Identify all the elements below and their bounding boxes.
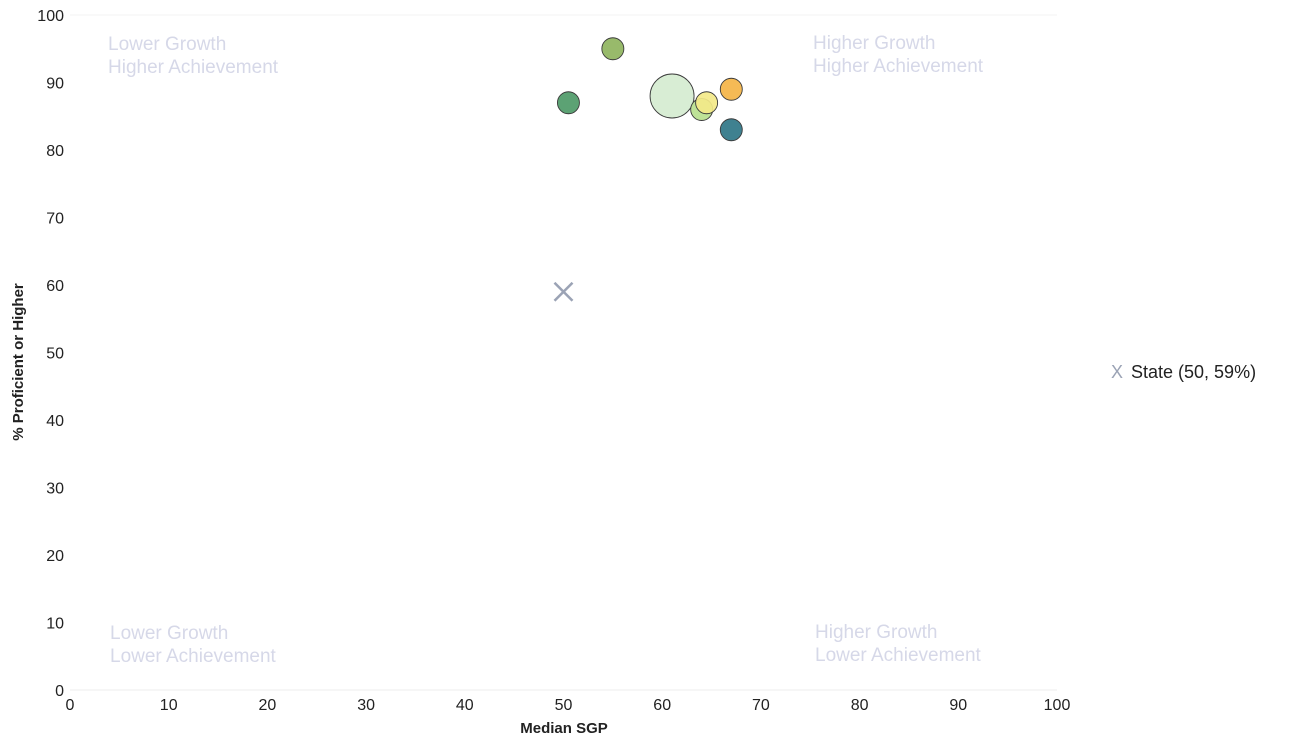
state-reference (553, 281, 574, 302)
axes (70, 14, 1057, 691)
x-tick-label: 20 (259, 697, 277, 714)
y-tick-label: 100 (37, 8, 64, 25)
x-axis-title: Median SGP (520, 720, 608, 737)
quadrant-label-bottom-right: Lower Achievement (815, 645, 982, 666)
data-points (556, 37, 743, 142)
x-tick-label: 10 (160, 697, 178, 714)
quadrant-label-bottom-left: Lower Growth (110, 623, 228, 644)
data-point (719, 118, 743, 142)
y-tick-label: 10 (46, 616, 64, 633)
x-tick-label: 70 (752, 697, 770, 714)
data-point (649, 73, 695, 119)
x-tick-label: 40 (456, 697, 474, 714)
x-tick-label: 0 (66, 697, 75, 714)
legend: X State (50, 59%) (1111, 362, 1256, 382)
y-tick-label: 80 (46, 143, 64, 160)
y-tick-label: 20 (46, 548, 64, 565)
y-tick-label: 50 (46, 346, 64, 363)
data-point (695, 91, 719, 115)
x-tick-label: 50 (555, 697, 573, 714)
data-point (556, 91, 580, 115)
y-tick-label: 90 (46, 76, 64, 93)
tick-labels: 0 10 20 30 40 50 60 70 80 90 100 0 10 20 30 40 50 60 70 80 9… (10, 8, 1070, 737)
y-tick-label: 0 (55, 683, 64, 700)
x-tick-label: 80 (851, 697, 869, 714)
quadrant-label-top-left: Lower Growth (108, 34, 226, 55)
data-point (601, 37, 625, 61)
y-tick-label: 70 (46, 211, 64, 228)
x-tick-label: 60 (653, 697, 671, 714)
x-tick-label: 30 (357, 697, 375, 714)
quadrant-label-top-left: Higher Achievement (108, 57, 279, 78)
quadrant-label-top-right: Higher Growth (813, 33, 936, 54)
quadrant-label-bottom-left: Lower Achievement (110, 646, 277, 667)
legend-label: State (50, 59%) (1131, 362, 1256, 382)
y-axis-title: % Proficient or Higher (10, 283, 27, 441)
legend-marker: X (1111, 362, 1123, 382)
state-marker-stroke (553, 281, 574, 302)
quadrant-label-bottom-right: Higher Growth (815, 622, 938, 643)
y-tick-label: 60 (46, 278, 64, 295)
x-tick-label: 100 (1044, 697, 1071, 714)
y-tick-label: 30 (46, 481, 64, 498)
data-point (719, 77, 743, 101)
y-tick-label: 40 (46, 413, 64, 430)
quadrant-label-top-right: Higher Achievement (813, 56, 984, 77)
x-tick-label: 90 (949, 697, 967, 714)
